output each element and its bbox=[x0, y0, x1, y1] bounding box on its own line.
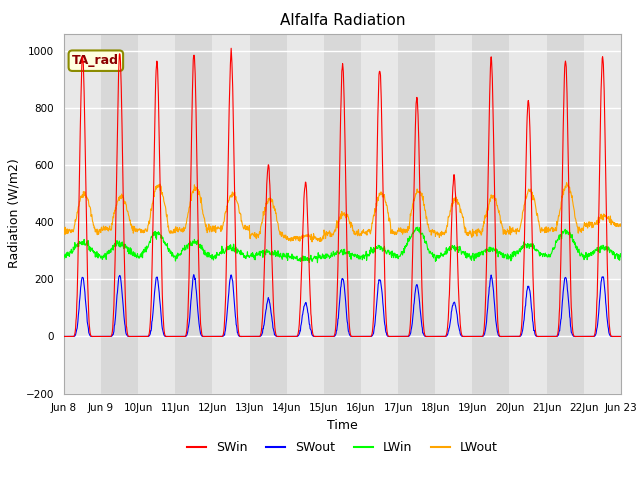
LWin bbox=[617, 254, 625, 260]
Bar bbox=[101, 34, 138, 394]
LWout bbox=[184, 212, 191, 217]
LWin bbox=[502, 254, 510, 260]
SWin bbox=[171, 334, 179, 339]
Bar bbox=[138, 34, 175, 394]
Text: TA_rad: TA_rad bbox=[72, 54, 119, 67]
LWin bbox=[552, 241, 559, 247]
SWin bbox=[617, 334, 625, 339]
SWin bbox=[551, 334, 559, 339]
LWin bbox=[414, 224, 422, 230]
LWout bbox=[563, 180, 570, 185]
LWout bbox=[308, 239, 316, 245]
LWin bbox=[184, 246, 191, 252]
LWin bbox=[246, 252, 254, 258]
LWin bbox=[429, 255, 437, 261]
Bar bbox=[547, 34, 584, 394]
Bar bbox=[212, 34, 250, 394]
Bar bbox=[509, 34, 547, 394]
X-axis label: Time: Time bbox=[327, 419, 358, 432]
LWout bbox=[246, 236, 254, 241]
Title: Alfalfa Radiation: Alfalfa Radiation bbox=[280, 13, 405, 28]
SWin bbox=[502, 334, 509, 339]
LWout bbox=[617, 221, 625, 227]
LWout bbox=[170, 227, 178, 232]
SWin bbox=[246, 334, 254, 339]
SWout bbox=[184, 325, 192, 331]
Bar bbox=[435, 34, 472, 394]
LWin bbox=[314, 260, 321, 265]
SWout bbox=[171, 334, 179, 339]
Line: SWout: SWout bbox=[64, 275, 621, 336]
Bar bbox=[250, 34, 287, 394]
Bar bbox=[175, 34, 212, 394]
SWout bbox=[617, 334, 625, 339]
LWout bbox=[60, 226, 68, 232]
Line: SWin: SWin bbox=[64, 48, 621, 336]
Legend: SWin, SWout, LWin, LWout: SWin, SWout, LWin, LWout bbox=[182, 436, 502, 459]
SWout bbox=[429, 334, 437, 339]
SWout bbox=[551, 334, 559, 339]
LWin bbox=[170, 253, 178, 259]
LWout bbox=[502, 232, 509, 238]
SWout bbox=[502, 334, 509, 339]
LWout bbox=[429, 228, 437, 233]
Bar bbox=[361, 34, 398, 394]
SWout bbox=[246, 334, 254, 339]
Y-axis label: Radiation (W/m2): Radiation (W/m2) bbox=[7, 159, 20, 268]
Bar bbox=[287, 34, 324, 394]
LWout bbox=[551, 227, 559, 233]
SWin bbox=[429, 334, 437, 339]
Bar bbox=[472, 34, 509, 394]
LWin bbox=[60, 256, 68, 262]
Bar bbox=[64, 34, 101, 394]
Line: LWin: LWin bbox=[64, 227, 621, 263]
SWin bbox=[60, 334, 68, 339]
Bar bbox=[398, 34, 435, 394]
Line: LWout: LWout bbox=[64, 182, 621, 242]
SWout bbox=[60, 334, 68, 339]
SWin bbox=[184, 300, 192, 305]
Bar bbox=[584, 34, 621, 394]
Bar bbox=[324, 34, 361, 394]
